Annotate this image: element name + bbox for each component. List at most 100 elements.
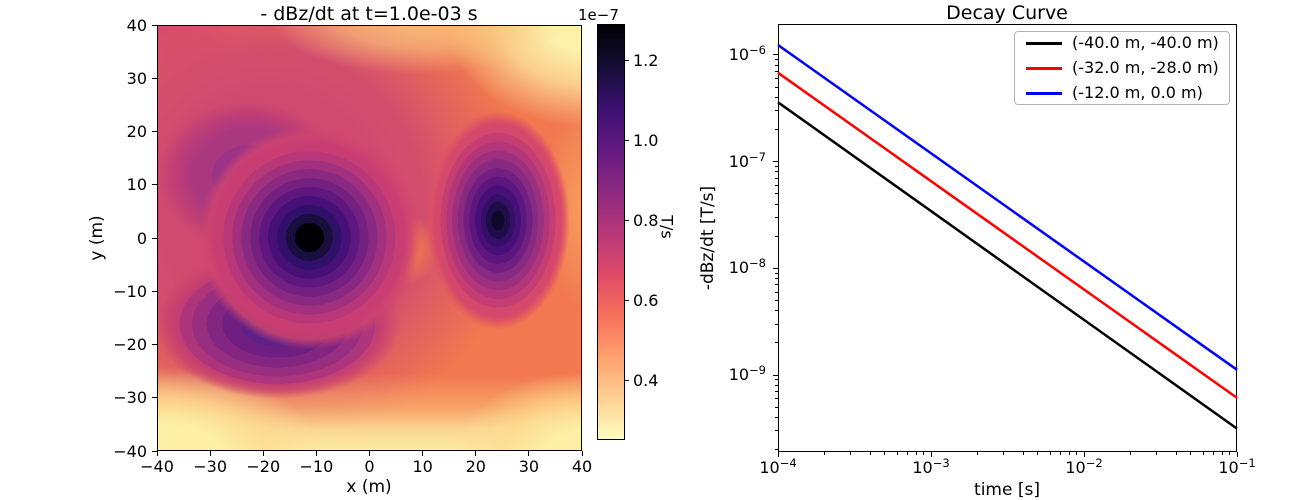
exponent: −6 [749,42,766,57]
x-tick-label: −10 [299,457,334,476]
colorbar-tick-label: 0.6 [633,290,659,310]
x-minor-tick [869,452,871,455]
x-minor-tick [1190,452,1192,455]
x-tick [369,451,370,456]
legend-label: (-12.0 m, 0.0 m) [1072,83,1203,102]
y-minor-tick [775,177,778,179]
y-tick-label: 40 [126,15,147,35]
legend-label: (-32.0 m, -28.0 m) [1072,58,1219,77]
x-minor-tick [976,452,978,455]
x-minor-tick [906,452,908,455]
y-minor-tick [775,384,778,386]
y-minor-tick [775,216,778,218]
y-minor-tick [775,398,778,400]
y-minor-tick [775,235,778,237]
y-minor-tick [775,342,778,344]
x-minor-tick [1049,452,1051,455]
colorbar-tick-label: 0.4 [633,370,659,390]
y-minor-tick [775,110,778,112]
y-tick-label: 10 [126,175,147,195]
y-tick [152,397,157,399]
y-minor-tick [775,171,778,173]
exponent: −9 [749,363,766,378]
y-tick-label: −10 [113,281,147,301]
colorbar-tick [625,59,629,61]
y-minor-tick [775,78,778,80]
y-minor-tick [775,430,778,432]
decay-title: Decay Curve [946,2,1068,24]
x-minor-tick [884,452,886,455]
x-tick-label: 10−3 [912,456,950,477]
y-tick-label: 10−6 [728,42,766,64]
contour-field-image [158,26,581,450]
y-tick [773,54,778,56]
x-tick [930,452,932,457]
y-minor-tick [775,291,778,293]
colorbar-tick [625,219,629,221]
y-tick [152,450,157,452]
y-tick [773,267,778,269]
y-tick-label: 30 [126,68,147,88]
colorbar-tick-label: 1.0 [633,130,659,150]
decay-lines-layer [777,43,1238,430]
y-minor-tick [775,299,778,301]
colorbar-scale-label: 1e−7 [578,6,619,24]
exponent: −2 [1085,456,1103,470]
legend-row: (-12.0 m, 0.0 m) [1026,83,1218,103]
colorbar-tick [625,139,629,141]
x-tick-label: 20 [465,457,486,476]
y-minor-tick [775,272,778,274]
x-minor-tick [1156,452,1158,455]
x-tick-label: 10−4 [759,456,797,477]
y-minor-tick [775,193,778,195]
y-tick-label: 10−8 [728,256,766,278]
x-tick [209,451,211,456]
y-tick [152,290,157,292]
y-tick-label: 10−9 [728,363,766,385]
x-tick [262,451,264,456]
y-tick-label: 0 [136,228,147,248]
x-minor-tick [923,452,925,455]
x-minor-tick [1059,452,1061,455]
x-tick-label: 10 [412,457,433,476]
x-tick [528,451,530,456]
x-tick [315,451,317,456]
decay-line [777,101,1238,430]
x-tick [475,451,477,456]
y-tick-label: 20 [126,122,147,141]
y-minor-tick [775,278,778,280]
exponent: −8 [749,256,766,271]
x-tick-label: 30 [518,457,540,476]
x-tick-label: 0 [364,457,375,476]
decay-line [777,43,1238,371]
x-tick-label: −40 [140,457,174,476]
y-minor-tick [775,86,778,88]
y-tick [773,161,778,163]
colorbar-tick-label: 1.2 [633,50,659,70]
x-minor-tick [1037,452,1039,455]
x-minor-tick [1175,452,1177,455]
exponent: −1 [1238,456,1256,470]
y-tick [152,184,157,186]
y-minor-tick [775,96,778,98]
x-tick-label: −20 [246,457,281,476]
decay-plot-area [778,24,1237,452]
contour-plot-area [157,25,582,451]
legend: (-40.0 m, -40.0 m) (-32.0 m, -28.0 m) (-12… [1014,31,1230,105]
y-minor-tick [775,417,778,418]
legend-line-swatch [1026,41,1062,45]
legend-row: (-32.0 m, -28.0 m) [1026,58,1219,78]
x-minor-tick [1202,452,1204,455]
y-minor-tick [775,129,778,131]
x-minor-tick [1212,452,1214,455]
y-minor-tick [775,64,778,66]
y-tick-label: 10−7 [728,149,766,171]
x-tick [156,451,158,456]
y-tick [773,374,778,376]
contour-x-axis-label: x (m) [346,477,392,497]
x-tick-label: 40 [571,457,593,476]
y-tick [152,24,157,26]
x-minor-tick [823,452,825,455]
y-tick [152,237,157,239]
